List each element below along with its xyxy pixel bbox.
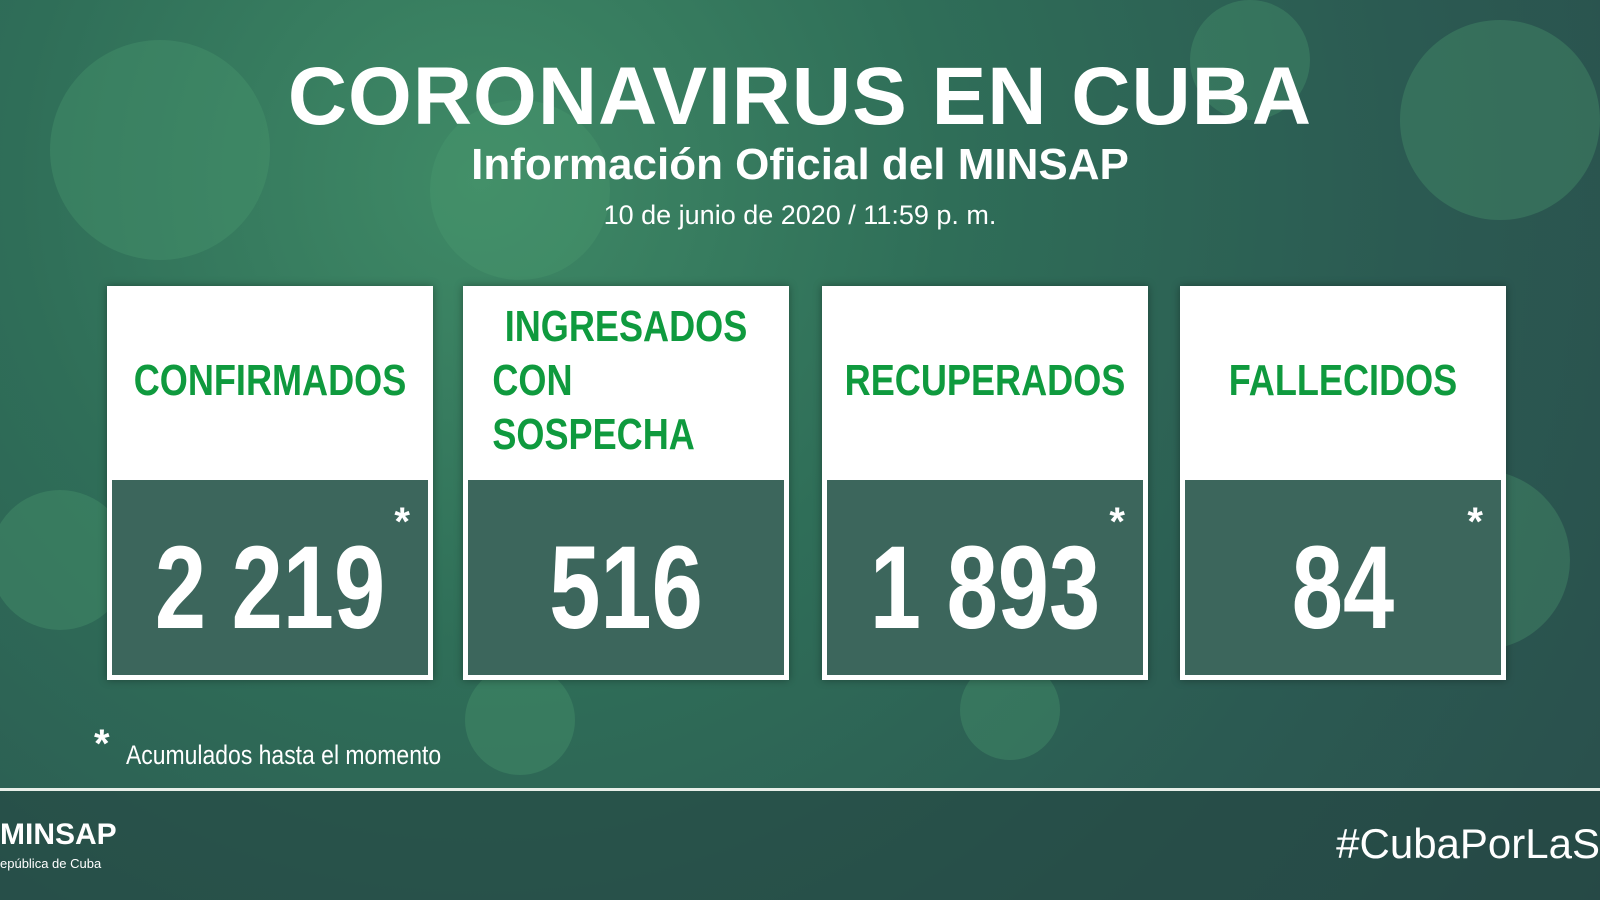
value-box: 84 * bbox=[1185, 480, 1501, 675]
card-value: 516 bbox=[549, 522, 703, 654]
card-label-line: INGRESADOS bbox=[504, 302, 748, 351]
stat-card: FALLECIDOS 84 * bbox=[1180, 286, 1506, 680]
card-label-line: FALLECIDOS bbox=[1228, 356, 1458, 405]
card-value: 2 219 bbox=[154, 522, 386, 654]
divider bbox=[0, 788, 1600, 791]
hashtag: #CubaPorLaS bbox=[1336, 820, 1600, 867]
stat-card: INGRESADOS CON SOSPECHA 516 bbox=[463, 286, 789, 680]
value-box: 1 893 * bbox=[827, 480, 1143, 675]
stat-card: CONFIRMADOS 2 219 * bbox=[107, 286, 433, 680]
card-label: CONFIRMADOS bbox=[134, 286, 407, 476]
card-label-line: CONFIRMADOS bbox=[133, 356, 407, 405]
card-note: * bbox=[1109, 500, 1125, 544]
title: CORONAVIRUS EN CUBA bbox=[287, 51, 1313, 142]
footnote: Acumulados hasta el momento bbox=[126, 740, 442, 770]
date: 10 de junio de 2020 / 11:59 p. m. bbox=[603, 200, 997, 230]
card-label: FALLECIDOS bbox=[1209, 286, 1476, 476]
brand-sub: epública de Cuba bbox=[0, 856, 102, 871]
footnote-mark: * bbox=[94, 722, 110, 766]
card-label: RECUPERADOS bbox=[845, 286, 1126, 476]
card-note: * bbox=[1467, 500, 1483, 544]
subtitle: Información Oficial del MINSAP bbox=[471, 140, 1129, 189]
brand: MINSAP bbox=[0, 818, 117, 851]
card-label-line: CON SOSPECHA bbox=[492, 356, 695, 459]
card-value: 84 bbox=[1291, 522, 1395, 654]
card-label: INGRESADOS CON SOSPECHA bbox=[492, 286, 759, 476]
stat-card: RECUPERADOS 1 893 * bbox=[822, 286, 1148, 680]
card-note: * bbox=[394, 500, 410, 544]
value-box: 2 219 * bbox=[112, 480, 428, 675]
value-box: 516 bbox=[468, 480, 784, 675]
card-label-line: RECUPERADOS bbox=[844, 356, 1126, 405]
card-value: 1 893 bbox=[869, 522, 1101, 654]
